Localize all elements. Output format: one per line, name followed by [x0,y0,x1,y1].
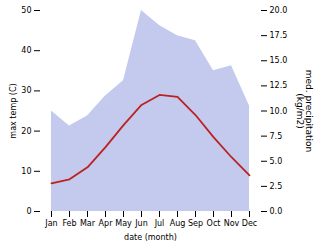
svg-text:40: 40 [21,46,31,55]
svg-text:17.5: 17.5 [270,31,288,40]
svg-text:Mar: Mar [80,219,96,228]
svg-text:Apr: Apr [99,219,114,228]
svg-text:50: 50 [21,6,31,15]
svg-text:Nov: Nov [224,219,240,228]
svg-text:Aug: Aug [170,219,186,228]
svg-text:5.0: 5.0 [270,157,283,166]
svg-text:12.5: 12.5 [270,81,288,90]
svg-text:date (month): date (month) [124,233,177,242]
svg-text:med. precipitation(kg/m2): med. precipitation(kg/m2) [295,70,314,152]
svg-text:15.0: 15.0 [270,56,288,65]
svg-text:30: 30 [21,86,31,95]
svg-text:Jun: Jun [134,219,148,228]
svg-text:max temp (C): max temp (C) [9,83,18,138]
svg-text:10: 10 [21,167,31,176]
svg-text:2.5: 2.5 [270,182,283,191]
svg-text:0: 0 [26,207,31,216]
svg-text:May: May [115,219,132,228]
svg-text:Sep: Sep [188,219,203,228]
svg-text:Jul: Jul [154,219,165,228]
svg-text:20: 20 [21,127,31,136]
svg-text:10.0: 10.0 [270,107,288,116]
svg-text:Jan: Jan [44,219,57,228]
svg-text:20.0: 20.0 [270,6,288,15]
svg-text:Oct: Oct [207,219,221,228]
svg-text:0.0: 0.0 [270,207,283,216]
svg-text:7.5: 7.5 [270,132,283,141]
svg-text:Feb: Feb [62,219,76,228]
svg-text:Dec: Dec [242,219,257,228]
